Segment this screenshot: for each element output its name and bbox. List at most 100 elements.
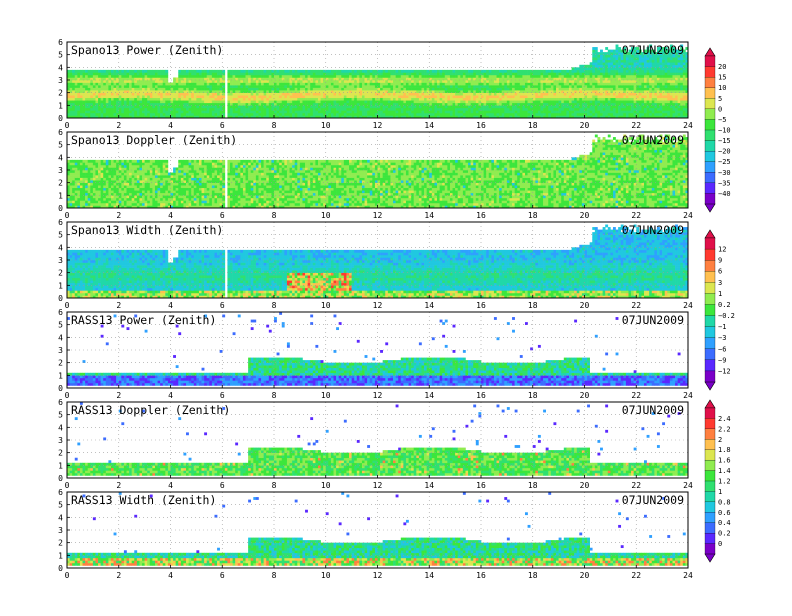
heatmap-cell — [328, 110, 331, 113]
heatmap-cell — [680, 57, 683, 60]
heatmap-cell — [434, 108, 437, 111]
heatmap-cell — [196, 113, 199, 116]
heatmap-cell — [189, 105, 192, 108]
heatmap-cell — [675, 70, 678, 73]
heatmap-cell — [489, 110, 492, 113]
heatmap-cell — [437, 98, 440, 101]
heatmap-cell — [639, 88, 642, 91]
heatmap-cell — [647, 93, 650, 96]
heatmap-cell — [590, 72, 593, 75]
heatmap-cell — [548, 80, 551, 83]
heatmap-cell — [295, 100, 298, 103]
heatmap-cell — [652, 93, 655, 96]
heatmap-cell — [647, 83, 650, 86]
heatmap-cell — [124, 85, 127, 88]
heatmap-cell — [222, 98, 225, 101]
heatmap-cell — [266, 75, 269, 78]
heatmap-cell — [238, 108, 241, 111]
heatmap-cell — [362, 83, 365, 86]
heatmap-cell — [533, 95, 536, 98]
heatmap-cell — [613, 60, 616, 63]
heatmap-cell — [517, 85, 520, 88]
heatmap-cell — [212, 77, 215, 80]
heatmap-cell — [116, 95, 119, 98]
heatmap-cell — [649, 83, 652, 86]
heatmap-cell — [88, 105, 91, 108]
heatmap-cell — [471, 105, 474, 108]
heatmap-cell — [507, 98, 510, 101]
heatmap-cell — [678, 70, 681, 73]
heatmap-cell — [647, 75, 650, 78]
heatmap-cell — [264, 75, 267, 78]
heatmap-cell — [163, 85, 166, 88]
heatmap-cell — [158, 108, 161, 111]
heatmap-cell — [258, 83, 261, 86]
heatmap-cell — [460, 75, 463, 78]
heatmap-cell — [574, 83, 577, 86]
heatmap-cell — [585, 80, 588, 83]
heatmap-cell — [403, 100, 406, 103]
heatmap-cell — [199, 70, 202, 73]
heatmap-cell — [326, 113, 329, 116]
heatmap-cell — [160, 83, 163, 86]
heatmap-cell — [145, 105, 148, 108]
heatmap-cell — [398, 95, 401, 98]
heatmap-cell — [106, 113, 109, 116]
heatmap-cell — [207, 105, 210, 108]
heatmap-cell — [147, 113, 150, 116]
heatmap-cell — [577, 105, 580, 108]
heatmap-cell — [450, 110, 453, 113]
heatmap-cell — [137, 113, 140, 116]
heatmap-cell — [336, 85, 339, 88]
heatmap-cell — [191, 85, 194, 88]
heatmap-cell — [318, 110, 321, 113]
heatmap-cell — [486, 98, 489, 101]
heatmap-cell — [592, 90, 595, 93]
heatmap-cell — [70, 165, 73, 168]
heatmap-cell — [440, 108, 443, 111]
heatmap-cell — [649, 75, 652, 78]
heatmap-cell — [618, 83, 621, 86]
heatmap-cell — [538, 105, 541, 108]
heatmap-cell — [339, 88, 342, 91]
heatmap-cell — [626, 98, 629, 101]
heatmap-cell — [315, 110, 318, 113]
heatmap-cell — [202, 105, 205, 108]
heatmap-cell — [75, 108, 78, 111]
heatmap-cell — [445, 80, 448, 83]
heatmap-cell — [667, 85, 670, 88]
heatmap-cell — [546, 83, 549, 86]
heatmap-cell — [90, 110, 93, 113]
heatmap-cell — [341, 95, 344, 98]
heatmap-cell — [284, 70, 287, 73]
heatmap-cell — [160, 105, 163, 108]
heatmap-cell — [318, 105, 321, 108]
heatmap-cell — [251, 83, 254, 86]
heatmap-cell — [359, 113, 362, 116]
heatmap-cell — [460, 70, 463, 73]
heatmap-cell — [572, 72, 575, 75]
heatmap-cell — [628, 65, 631, 68]
heatmap-cell — [468, 95, 471, 98]
heatmap-cell — [129, 110, 132, 113]
heatmap-cell — [445, 110, 448, 113]
heatmap-cell — [597, 75, 600, 78]
heatmap-cell — [577, 98, 580, 101]
heatmap-cell — [202, 70, 205, 73]
heatmap-cell — [346, 83, 349, 86]
heatmap-cell — [264, 105, 267, 108]
heatmap-cell — [432, 88, 435, 91]
heatmap-cell — [484, 90, 487, 93]
heatmap-cell — [171, 113, 174, 116]
heatmap-cell — [465, 105, 468, 108]
heatmap-cell — [124, 77, 127, 80]
heatmap-cell — [432, 90, 435, 93]
heatmap-cell — [85, 105, 88, 108]
heatmap-cell — [88, 90, 91, 93]
heatmap-cell — [150, 100, 153, 103]
heatmap-cell — [103, 83, 106, 86]
heatmap-cell — [421, 70, 424, 73]
heatmap-cell — [163, 105, 166, 108]
heatmap-cell — [641, 108, 644, 111]
heatmap-cell — [486, 110, 489, 113]
